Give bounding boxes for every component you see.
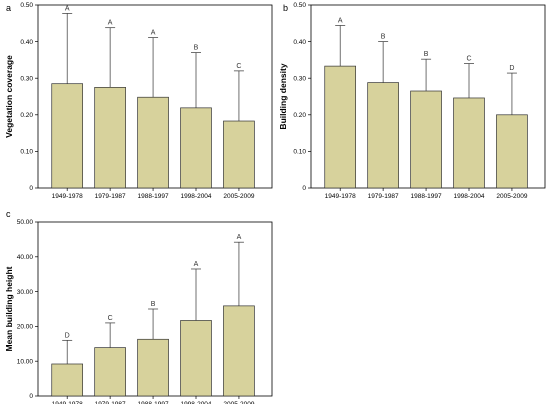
bar <box>453 97 485 189</box>
significance-label: C <box>466 56 471 63</box>
y-tick-label: 0 <box>29 393 33 400</box>
bar <box>51 363 84 397</box>
bar <box>137 338 169 397</box>
x-tick-label: 1988-1997 <box>138 193 169 200</box>
bar <box>94 86 126 189</box>
x-tick-label: 2005-2009 <box>223 401 254 404</box>
x-tick-label: 1949-1978 <box>52 401 83 404</box>
y-tick-label: 40.00 <box>17 254 34 261</box>
panel-label: a <box>6 3 11 13</box>
bar <box>51 83 84 189</box>
y-tick-label: 0.30 <box>20 75 33 82</box>
y-tick-label: 0.10 <box>20 149 33 156</box>
y-tick-label: 0.40 <box>293 39 306 46</box>
significance-label: B <box>194 45 199 52</box>
significance-label: A <box>338 17 343 24</box>
x-tick-label: 1998-2004 <box>180 193 211 200</box>
x-tick-label: 1998-2004 <box>453 193 484 200</box>
y-tick-label: 0.20 <box>293 112 306 119</box>
x-tick-label: 1988-1997 <box>138 401 169 404</box>
significance-label: D <box>509 65 514 72</box>
x-tick-label: 1979-1987 <box>95 401 126 404</box>
bar <box>223 120 255 189</box>
bar <box>180 320 212 397</box>
significance-label: C <box>108 315 113 322</box>
x-tick-label: 1998-2004 <box>180 401 211 404</box>
significance-label: B <box>424 51 429 58</box>
panel-label: b <box>283 3 288 13</box>
chart-panel-b: b 0 0.10 0.20 0.30 0.40 0.50 Building density A 1… <box>278 2 546 200</box>
y-tick-label: 0.30 <box>293 75 306 82</box>
x-tick-label: 1979-1987 <box>368 193 399 200</box>
x-tick-label: 2005-2009 <box>496 193 527 200</box>
significance-label: C <box>236 63 241 70</box>
significance-label: B <box>381 34 386 41</box>
y-tick-label: 0.50 <box>20 2 33 9</box>
panel-label: c <box>6 209 11 219</box>
bar <box>180 107 212 189</box>
x-tick-label: 1979-1987 <box>95 193 126 200</box>
bar <box>367 82 399 189</box>
bar <box>137 96 169 189</box>
y-tick-label: 30.00 <box>17 289 34 296</box>
y-axis-label: Building density <box>278 63 288 129</box>
y-tick-label: 10.00 <box>17 358 34 365</box>
significance-label: A <box>151 30 156 37</box>
y-tick-label: 0 <box>302 185 306 192</box>
bar <box>410 90 442 189</box>
bar <box>223 305 255 397</box>
y-tick-label: 0.20 <box>20 112 33 119</box>
bar <box>496 114 528 189</box>
y-axis-label: Vegetation coverage <box>4 55 14 138</box>
y-axis-label: Mean building height <box>4 266 14 351</box>
y-tick-label: 50.00 <box>17 219 34 226</box>
significance-label: A <box>108 20 113 27</box>
y-tick-label: 20.00 <box>17 324 34 331</box>
significance-label: A <box>65 5 70 12</box>
significance-label: A <box>237 234 242 241</box>
x-tick-label: 1949-1978 <box>52 193 83 200</box>
x-tick-label: 1988-1997 <box>411 193 442 200</box>
significance-label: B <box>151 301 156 308</box>
significance-label: D <box>65 332 70 339</box>
x-tick-label: 1949-1978 <box>325 193 356 200</box>
significance-label: A <box>194 261 199 268</box>
y-tick-label: 0.50 <box>293 2 306 9</box>
y-tick-label: 0.40 <box>20 39 33 46</box>
chart-panel-a: a 0 0.10 0.20 0.30 0.40 0.50 Vegetation coverag… <box>4 2 273 200</box>
bar <box>324 65 357 189</box>
bar <box>94 347 126 397</box>
chart-panel-c: c 0 10.00 20.00 30.00 40.00 50.00 Mean building… <box>4 209 273 404</box>
y-tick-label: 0.10 <box>293 149 306 156</box>
x-tick-label: 2005-2009 <box>223 193 254 200</box>
y-tick-label: 0 <box>29 185 33 192</box>
